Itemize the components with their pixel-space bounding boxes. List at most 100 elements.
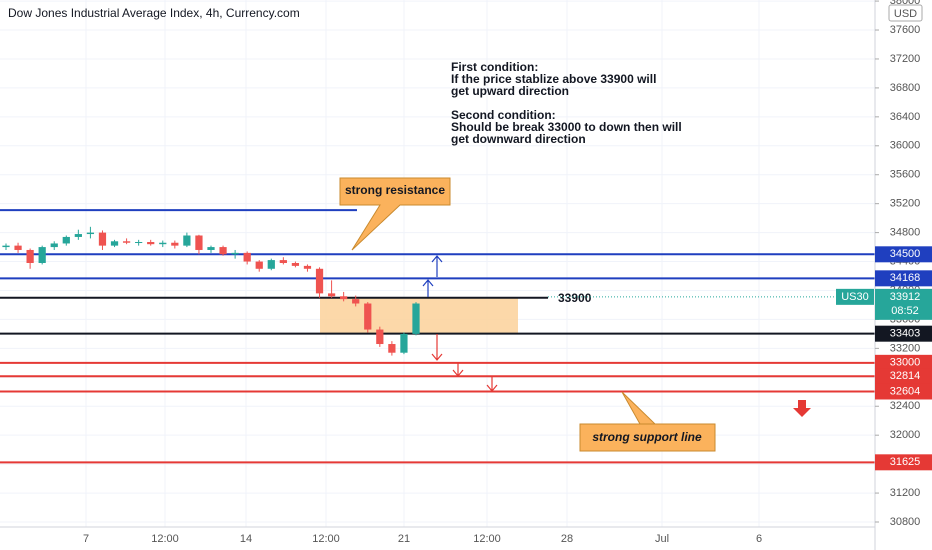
up-arrow bbox=[431, 255, 443, 277]
candle-body bbox=[14, 245, 22, 250]
candle-body bbox=[327, 293, 336, 297]
up-arrow bbox=[422, 279, 434, 297]
candle-body bbox=[38, 247, 46, 263]
y-tick-label: 36800 bbox=[890, 82, 921, 94]
note-text: If the price stablize above 33900 will bbox=[451, 72, 656, 86]
level-axis-box bbox=[875, 383, 932, 400]
level-axis-label: 34168 bbox=[890, 272, 921, 284]
countdown-label: 08:52 bbox=[891, 305, 919, 317]
candle-body bbox=[159, 242, 167, 245]
down-arrow bbox=[486, 377, 498, 392]
candle-body bbox=[122, 241, 131, 243]
y-tick-label: 31200 bbox=[890, 487, 921, 499]
candle-body bbox=[183, 235, 191, 246]
candle-body bbox=[376, 329, 384, 345]
resistance-callout bbox=[339, 177, 451, 251]
down-icon bbox=[793, 400, 811, 417]
arrows bbox=[422, 255, 498, 392]
y-tick-label: 32000 bbox=[890, 429, 921, 441]
candle-body bbox=[364, 303, 372, 330]
y-tick-label: 35200 bbox=[890, 198, 921, 210]
x-tick-label: 14 bbox=[240, 533, 252, 545]
candle-body bbox=[400, 333, 408, 353]
note-text: First condition: bbox=[451, 60, 538, 74]
note-text: get upward direction bbox=[451, 84, 569, 98]
level-axis-box bbox=[875, 454, 932, 471]
note-text: get downward direction bbox=[451, 132, 586, 146]
candle-body bbox=[255, 261, 263, 269]
candle-body bbox=[62, 236, 70, 244]
x-tick-label: 12:00 bbox=[151, 533, 179, 545]
x-tick-label: 28 bbox=[561, 533, 573, 545]
y-tick-label: 38000 bbox=[890, 0, 921, 7]
level-axis-label: 33403 bbox=[890, 328, 921, 340]
level-axis-label: 33000 bbox=[890, 357, 921, 369]
candle-body bbox=[267, 260, 275, 269]
candle-body bbox=[291, 262, 300, 266]
x-tick-label: 7 bbox=[83, 533, 89, 545]
x-tick-label: 12:00 bbox=[473, 533, 501, 545]
y-tick-label: 37200 bbox=[890, 53, 921, 65]
candle-body bbox=[207, 247, 215, 250]
down-arrow bbox=[452, 363, 464, 377]
candle-body bbox=[315, 268, 324, 294]
candle-body bbox=[195, 235, 203, 250]
note-text: Should be break 33000 to down then will bbox=[451, 120, 682, 134]
x-tick-label: 6 bbox=[756, 533, 762, 545]
level-label: 33900 bbox=[558, 291, 592, 305]
candle-body bbox=[171, 242, 179, 246]
candle-body bbox=[219, 247, 227, 255]
y-tick-label: 37600 bbox=[890, 24, 921, 36]
symbol-box bbox=[836, 288, 874, 305]
callout-text: strong resistance bbox=[345, 183, 445, 197]
candle-body bbox=[352, 299, 360, 304]
down-arrow bbox=[431, 334, 443, 361]
candle-body bbox=[98, 232, 107, 246]
candle-body bbox=[26, 249, 34, 263]
candle-body bbox=[50, 243, 58, 248]
candle-body bbox=[340, 296, 348, 300]
candle-body bbox=[110, 241, 119, 246]
currency-box bbox=[888, 4, 923, 22]
level-axis-label: 32814 bbox=[890, 370, 921, 382]
candle-body bbox=[303, 265, 312, 269]
current-price-box bbox=[875, 288, 932, 320]
candle-body bbox=[243, 252, 251, 262]
x-tick-label: 21 bbox=[398, 533, 410, 545]
candle-body bbox=[74, 234, 82, 237]
level-axis-box bbox=[875, 354, 932, 371]
currency: USD bbox=[894, 8, 917, 20]
candle-body bbox=[388, 344, 396, 353]
y-tick-label: 36400 bbox=[890, 111, 921, 123]
chart-title: Dow Jones Industrial Average Index, 4h, … bbox=[8, 6, 300, 20]
y-tick-label: 36000 bbox=[890, 140, 921, 152]
callout-text: strong support line bbox=[592, 430, 702, 444]
current-price-label: 33912 bbox=[890, 291, 921, 303]
y-tick-label: 34800 bbox=[890, 227, 921, 239]
candle-body bbox=[147, 242, 155, 245]
level-axis-box bbox=[875, 270, 932, 287]
y-tick-label: 32400 bbox=[890, 400, 921, 412]
x-tick-label: 12:00 bbox=[312, 533, 340, 545]
y-tick-label: 35600 bbox=[890, 169, 921, 181]
x-tick-label: Jul bbox=[655, 533, 669, 545]
candle-body bbox=[2, 245, 10, 248]
candle-body bbox=[279, 260, 287, 263]
candle-body bbox=[412, 303, 420, 334]
y-tick-label: 30800 bbox=[890, 516, 921, 528]
level-axis-box bbox=[875, 246, 932, 263]
level-axis-label: 32604 bbox=[890, 385, 921, 397]
plot: 33900 bbox=[0, 209, 875, 464]
level-axis-box bbox=[875, 368, 932, 385]
symbol-label: US30 bbox=[841, 291, 869, 303]
note-text: Second condition: bbox=[451, 108, 556, 122]
level-axis-label: 34500 bbox=[890, 248, 921, 260]
level-axis-box bbox=[875, 325, 932, 342]
candle-body bbox=[231, 252, 239, 255]
candle-body bbox=[86, 232, 95, 235]
level-axis-label: 31625 bbox=[890, 456, 921, 468]
price-axis: 38000 37600 37200 36800 36400 36000 35600 35200… bbox=[875, 0, 932, 528]
y-tick-label: 33200 bbox=[890, 342, 921, 354]
